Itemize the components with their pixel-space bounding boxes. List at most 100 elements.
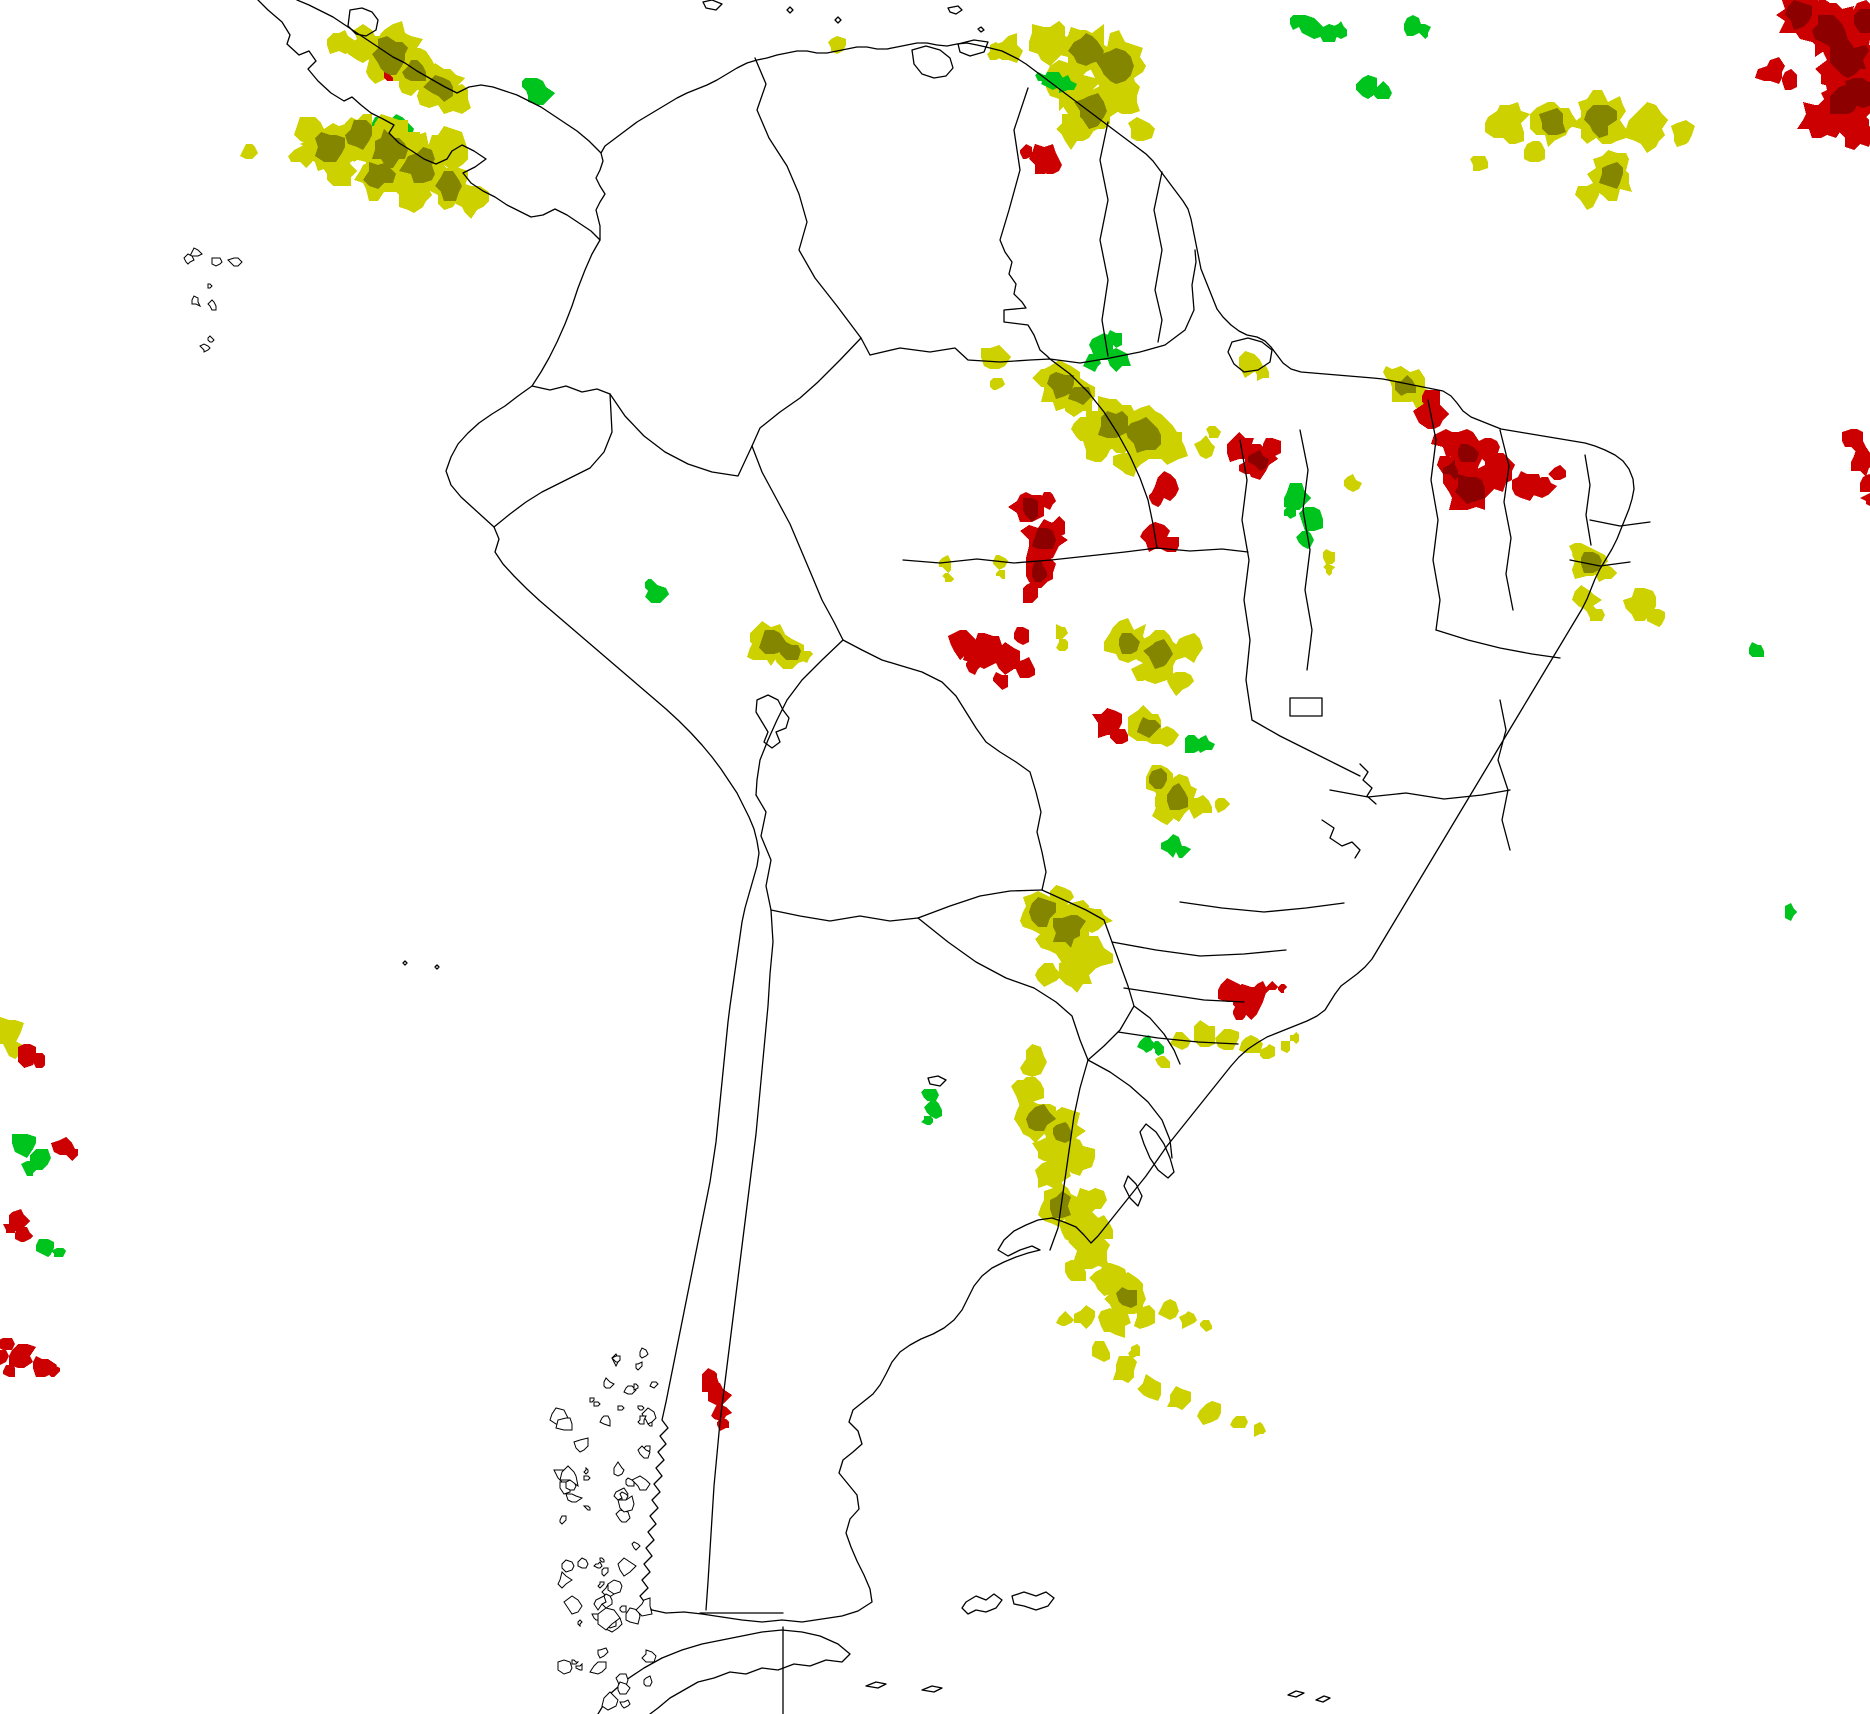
border-path [751, 445, 844, 641]
patagonian-fjord-islands [617, 1405, 625, 1411]
border-path [702, 0, 723, 11]
weather-cell-strong [702, 1368, 732, 1431]
chiloe-islands [603, 1377, 615, 1389]
cell-area [1623, 588, 1665, 627]
patagonian-fjord-islands [637, 1445, 651, 1459]
cell-area [1572, 585, 1605, 621]
border-path [1287, 1690, 1305, 1698]
cell-area [240, 144, 258, 159]
weather-cell-moderate [1032, 360, 1095, 417]
weather-cell-strong [18, 1044, 45, 1068]
patagonian-fjord-islands [559, 1515, 567, 1525]
cell-area [1092, 708, 1128, 744]
weather-cell-weak [522, 78, 555, 105]
patagonian-fjord-islands [597, 1581, 605, 1589]
galapagos-islands [227, 257, 243, 267]
border-path [402, 960, 408, 966]
cell-area [948, 627, 1035, 690]
patagonian-fjord-islands [593, 1595, 607, 1611]
cell-area [12, 1134, 51, 1176]
patagonian-fjord-islands [593, 1401, 601, 1407]
weather-cell-strong [1842, 429, 1870, 506]
cell-area [18, 1044, 45, 1068]
border-path [1497, 699, 1511, 851]
weather-cell-moderate [1104, 618, 1203, 696]
border-path [1569, 559, 1631, 567]
border-path [597, 1629, 851, 1714]
border-path [1123, 1175, 1143, 1207]
border-path [1239, 439, 1253, 721]
border-path [911, 45, 954, 79]
patagonian-fjord-islands [643, 1675, 653, 1687]
weather-cell-moderate [1383, 366, 1431, 408]
cell-core [1029, 897, 1086, 948]
chiloe-islands [633, 1383, 639, 1391]
border-path [902, 547, 1158, 564]
patagonian-fjord-islands [619, 1605, 627, 1613]
cell-area [1035, 72, 1077, 93]
cell-core [1581, 552, 1602, 573]
weather-cell-strong [1140, 522, 1179, 552]
border-path [1153, 171, 1163, 343]
border-path [1087, 1059, 1173, 1159]
weather-cell-weak [921, 1089, 942, 1125]
weather-cell-moderate [1569, 543, 1617, 582]
patagonian-fjord-islands [559, 1465, 579, 1488]
border-path [770, 909, 919, 922]
weather-cell-moderate [1194, 426, 1221, 459]
weather-cell-weak [1137, 1035, 1164, 1056]
cell-area [1011, 1044, 1212, 1338]
patagonian-fjord-islands [593, 1561, 603, 1569]
weather-cell-strong [51, 1137, 78, 1161]
cell-area [384, 72, 393, 81]
cell-area [1137, 1035, 1164, 1056]
patagonian-fjord-islands [583, 1475, 591, 1481]
cell-area [1218, 978, 1287, 1020]
border-path [1111, 941, 1287, 957]
border-path [434, 964, 440, 970]
cell-area [1239, 351, 1269, 381]
patagonian-fjord-islands [617, 1681, 631, 1695]
patagonian-fjord-islands [601, 1691, 619, 1711]
cell-area [1149, 471, 1179, 507]
cell-core [1785, 0, 1870, 114]
cell-area [1344, 474, 1362, 492]
weather-cell-moderate [1344, 474, 1362, 492]
galapagos-islands [189, 247, 203, 257]
cell-area [702, 1368, 732, 1431]
weather-cell-strong [1020, 144, 1062, 174]
chiloe-islands [639, 1347, 649, 1359]
patagonian-fjord-islands [641, 1649, 657, 1663]
weather-cell-weak [1785, 903, 1797, 921]
border-path [1049, 1059, 1089, 1251]
cell-core [759, 630, 801, 660]
border-path [1133, 1005, 1181, 1065]
weather-cell-moderate [747, 621, 813, 669]
patagonian-fjord-islands [599, 1557, 605, 1563]
weather-cell-moderate [1011, 1044, 1212, 1338]
border-path [869, 249, 1197, 364]
border-path [1011, 1591, 1055, 1611]
cell-core [1047, 372, 1092, 405]
cell-core [1068, 33, 1134, 129]
weather-cell-weak [645, 579, 669, 603]
cell-core [1443, 444, 1485, 504]
weather-cell-weak [1404, 15, 1431, 39]
border-path [947, 5, 963, 15]
weather-cell-moderate [1092, 1341, 1266, 1437]
border-path [755, 639, 844, 796]
cell-area [522, 78, 555, 105]
cell-core [1149, 768, 1188, 810]
border-path [1156, 547, 1249, 553]
weather-cell-moderate [1470, 90, 1695, 210]
border-path [1123, 987, 1245, 1003]
border-path [1589, 519, 1651, 527]
cell-area [36, 1239, 66, 1257]
border-path [961, 1593, 1003, 1615]
cell-core [1026, 1104, 1137, 1308]
cell-area [51, 1137, 78, 1161]
chiloe-islands [611, 1355, 621, 1363]
border-path [257, 0, 601, 241]
galapagos-islands [207, 335, 215, 343]
galapagos-islands [207, 299, 217, 311]
